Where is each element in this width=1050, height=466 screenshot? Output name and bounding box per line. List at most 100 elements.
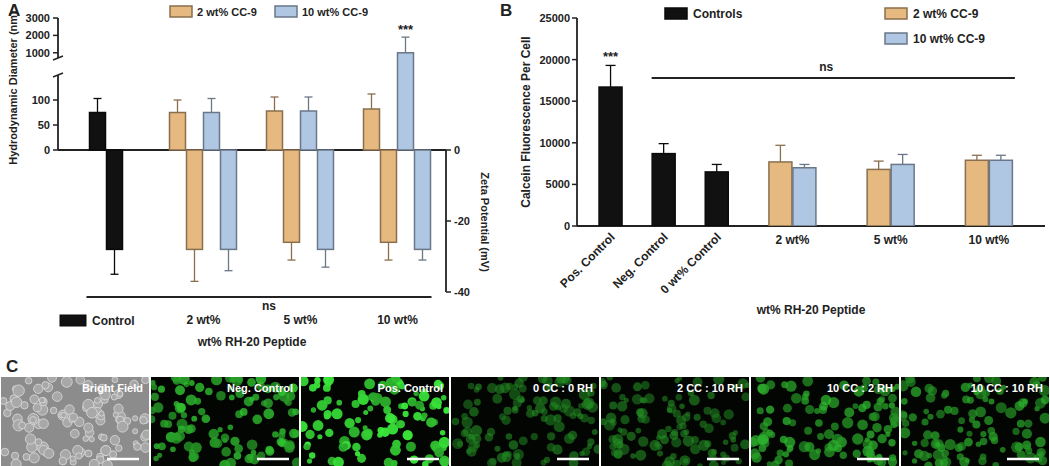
error-bar <box>402 37 410 53</box>
y-tick <box>572 225 577 227</box>
error-cap <box>659 143 669 144</box>
cell <box>1035 437 1046 448</box>
cell <box>505 451 511 457</box>
cell <box>975 406 986 417</box>
cell <box>25 434 35 444</box>
cell <box>252 415 262 425</box>
error-line <box>371 94 372 109</box>
cell <box>367 406 373 412</box>
cell <box>221 434 229 442</box>
y-tick <box>53 149 58 151</box>
cell <box>265 447 274 456</box>
cell <box>785 460 793 466</box>
cell <box>234 452 242 460</box>
cell <box>313 420 324 431</box>
cell <box>601 378 606 388</box>
diameter-bar <box>267 111 283 150</box>
cell <box>783 417 791 425</box>
cell <box>463 400 473 410</box>
cell <box>76 453 82 459</box>
bar <box>599 87 622 226</box>
cell <box>984 416 993 425</box>
cell <box>541 408 548 415</box>
cell <box>228 424 234 430</box>
cell <box>905 377 915 383</box>
diameter-bar <box>364 109 380 150</box>
cell <box>958 417 965 424</box>
cell <box>654 442 659 447</box>
zeta-bar <box>415 150 431 249</box>
cell <box>1024 444 1031 451</box>
cell <box>935 442 940 447</box>
cell <box>517 395 524 402</box>
cell <box>1040 413 1049 424</box>
diameter-bar <box>90 113 106 151</box>
cell <box>1041 395 1049 404</box>
cell <box>694 414 701 421</box>
y2-axis-title: Zeta Potential (mV) <box>479 172 491 272</box>
cell <box>1022 429 1032 439</box>
cell <box>364 378 375 389</box>
zeta-bar <box>381 150 397 242</box>
error-bar <box>712 164 722 171</box>
cell <box>882 403 888 409</box>
cell <box>957 427 963 433</box>
diameter-bar <box>170 113 186 151</box>
image-label: Neg. Control <box>227 382 293 394</box>
cell <box>189 380 195 386</box>
cell <box>225 458 236 466</box>
cell <box>1037 448 1046 457</box>
error-bar <box>799 164 809 167</box>
cell <box>664 456 675 466</box>
image-background <box>751 377 899 466</box>
cell <box>397 420 405 428</box>
cell <box>385 413 395 423</box>
cell <box>309 452 315 458</box>
micrograph <box>151 377 299 466</box>
cell <box>170 446 176 452</box>
cell <box>221 447 231 457</box>
error-cap <box>322 266 330 267</box>
image-label: 10 CC : 2 RH <box>827 382 893 394</box>
cell <box>324 396 332 404</box>
error-cap <box>271 96 279 97</box>
cell <box>978 457 986 465</box>
cell <box>175 431 185 441</box>
cell <box>474 399 481 406</box>
image-background <box>1 377 149 466</box>
cell <box>964 438 973 447</box>
cell <box>704 424 714 434</box>
cell <box>240 408 248 416</box>
panel-letter: C <box>6 357 18 376</box>
error-bar <box>191 249 199 281</box>
scale-bar <box>557 458 589 461</box>
error-line <box>780 145 781 162</box>
error-line <box>902 154 903 164</box>
cell <box>636 408 644 416</box>
cell <box>363 425 368 430</box>
cell <box>924 384 933 393</box>
y-tick <box>572 142 577 144</box>
cell <box>802 377 813 387</box>
cell <box>965 458 970 463</box>
y-tick <box>53 99 58 101</box>
cell <box>923 430 932 439</box>
cell <box>619 394 625 400</box>
cell <box>499 413 506 420</box>
cell <box>667 404 677 414</box>
scale-bar <box>107 458 139 461</box>
cell <box>191 453 199 461</box>
cell <box>627 432 636 441</box>
cell <box>109 451 116 458</box>
cell <box>987 427 995 435</box>
diameter-bar <box>204 113 220 151</box>
cell <box>729 432 737 440</box>
cell <box>509 440 519 450</box>
cell <box>641 381 649 389</box>
cell <box>909 413 917 421</box>
cell <box>158 386 165 393</box>
zeta-bar <box>107 150 123 249</box>
cell <box>99 411 104 416</box>
legend-swatch <box>665 8 687 19</box>
x-tick-label: 2 wt% <box>775 233 809 247</box>
